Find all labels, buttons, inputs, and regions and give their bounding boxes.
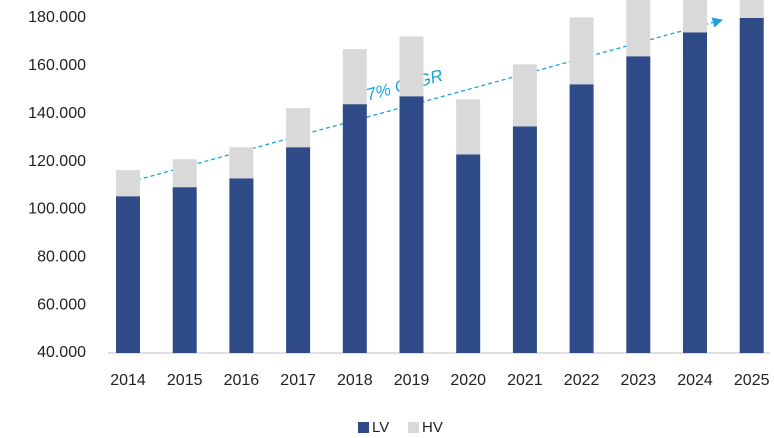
bar-segment: [569, 17, 594, 85]
x-tick-label: 2017: [280, 372, 316, 389]
bar-segment: [456, 154, 481, 353]
bar-segment: [626, 0, 651, 57]
x-tick-label: 2024: [677, 372, 713, 389]
x-tick-label: 2016: [224, 372, 260, 389]
x-tick-label: 2020: [450, 372, 486, 389]
x-tick-label: 2014: [110, 372, 146, 389]
bar-segment: [286, 108, 311, 148]
bar-segment: [399, 96, 424, 353]
bar-segment: [456, 99, 481, 155]
bar-segment: [229, 178, 254, 353]
y-tick-label: 80.000: [37, 249, 86, 266]
bar-segment: [172, 187, 197, 353]
legend-swatch: [408, 422, 419, 433]
bar-segment: [116, 196, 140, 353]
y-tick-label: 180.000: [28, 9, 86, 26]
bar-segment: [229, 147, 254, 179]
y-tick-label: 100.000: [28, 201, 86, 218]
legend-label: LV: [372, 419, 389, 436]
bar-segment: [342, 49, 367, 105]
bar-segment: [739, 0, 764, 18]
bar-segment: [626, 56, 651, 354]
bar-segment: [512, 126, 537, 354]
y-tick-label: 120.000: [28, 153, 86, 170]
bar-segment: [399, 36, 424, 97]
bar-segment: [286, 147, 311, 353]
bar-segment: [342, 104, 367, 354]
bar-segment: [683, 32, 707, 353]
bar-segment: [512, 64, 537, 127]
y-tick-label: 40.000: [37, 344, 86, 361]
x-tick-label: 2023: [621, 372, 657, 389]
y-tick-label: 140.000: [28, 105, 86, 122]
bar-segment: [172, 159, 197, 188]
legend-label: HV: [422, 419, 443, 436]
x-tick-label: 2025: [734, 372, 770, 389]
x-tick-label: 2019: [394, 372, 430, 389]
bar-segment: [116, 170, 140, 197]
x-tick-label: 2015: [167, 372, 203, 389]
bar-segment: [569, 84, 594, 354]
bar-segment: [739, 18, 764, 353]
x-tick-label: 2018: [337, 372, 373, 389]
y-tick-label: 160.000: [28, 57, 86, 74]
legend-swatch: [358, 422, 369, 433]
x-tick-label: 2022: [564, 372, 600, 389]
y-tick-label: 60.000: [37, 296, 86, 313]
x-tick-label: 2021: [507, 372, 543, 389]
bar-segment: [683, 0, 707, 33]
